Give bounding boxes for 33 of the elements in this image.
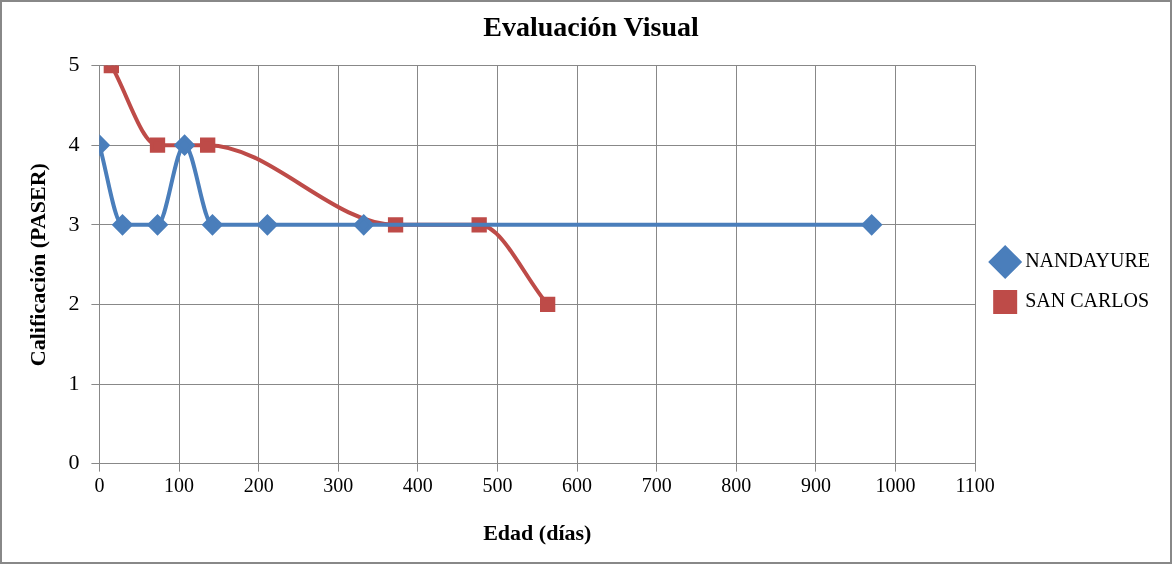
- x-tick-label: 900: [800, 473, 831, 496]
- x-tick-label: 0: [94, 473, 105, 496]
- x-tick-label: 300: [323, 473, 354, 496]
- x-tick-label: 200: [243, 473, 274, 496]
- y-tick-label: 2: [68, 290, 80, 316]
- y-tick-label: 0: [68, 449, 80, 475]
- y-tick-label: 5: [68, 51, 80, 77]
- legend-label: SAN CARLOS: [1025, 289, 1150, 312]
- x-tick-label: 700: [641, 473, 672, 496]
- x-tick-label: 500: [482, 473, 513, 496]
- y-tick-label: 1: [68, 369, 80, 395]
- x-tick-label: 800: [721, 473, 752, 496]
- y-tick-label: 4: [68, 130, 80, 156]
- x-tick-label: 1000: [875, 473, 916, 496]
- point: [147, 214, 168, 235]
- x-tick-label: 100: [164, 473, 195, 496]
- y-axis-title: Calificación (PASER): [24, 163, 50, 367]
- chart-title: Evaluación Visual: [483, 11, 699, 43]
- point: [149, 137, 166, 153]
- point: [257, 214, 278, 235]
- point: [861, 214, 882, 235]
- point: [112, 214, 133, 235]
- point: [353, 214, 374, 235]
- point: [539, 296, 556, 313]
- x-axis-title: Edad (días): [483, 520, 592, 546]
- x-tick-label: 1100: [955, 473, 995, 496]
- point: [200, 137, 216, 153]
- x-tick-label: 400: [402, 473, 433, 496]
- x-tick-label: 600: [562, 473, 593, 496]
- point: [202, 214, 223, 235]
- point: [174, 135, 195, 156]
- y-tick-label: 3: [68, 210, 80, 236]
- legend-label: NANDAYURE: [1025, 249, 1150, 272]
